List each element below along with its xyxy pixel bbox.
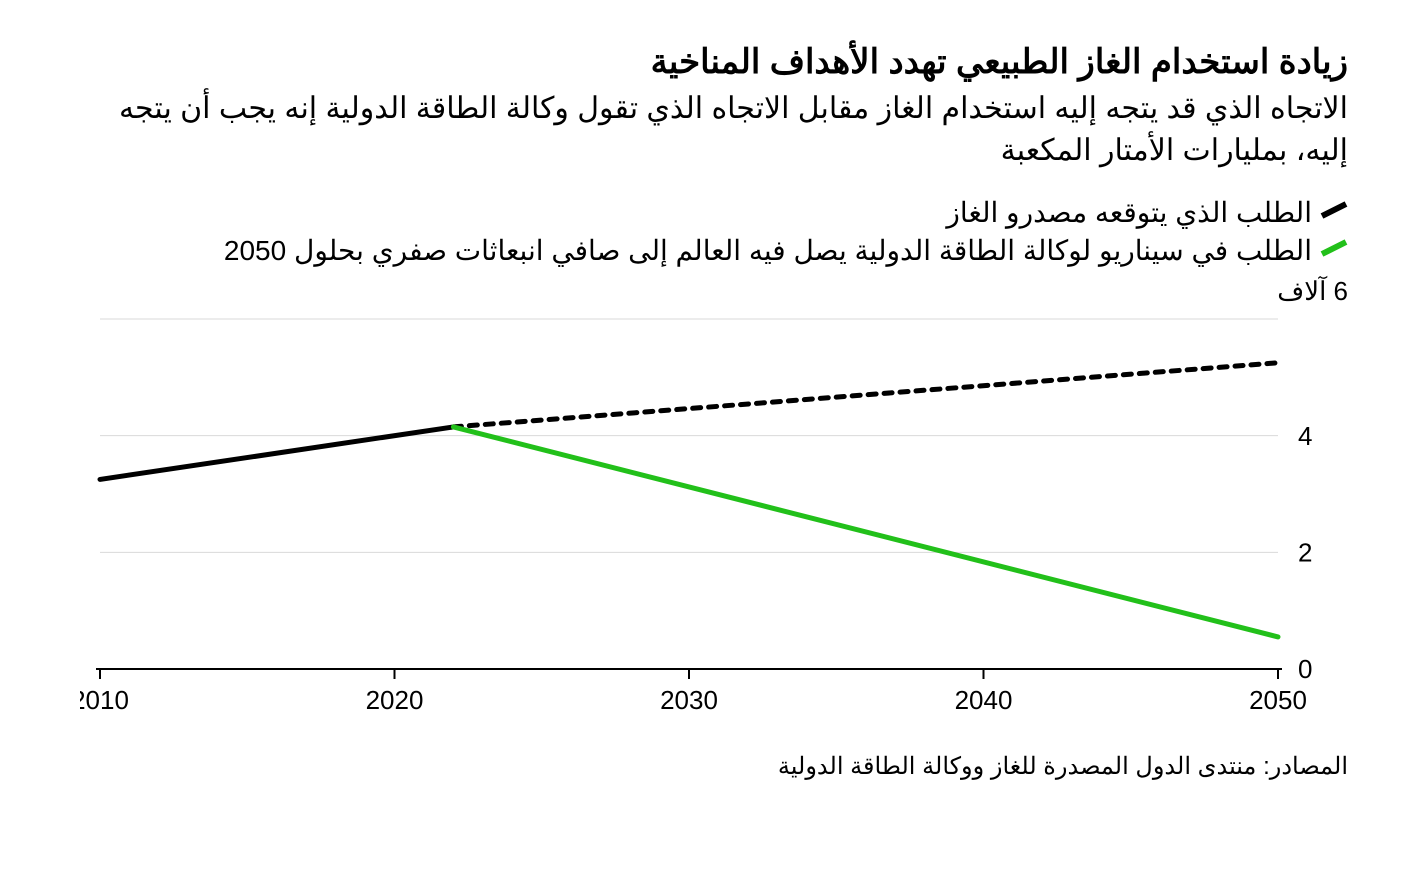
chart-svg: 2010 2020 2030 2040 20500 2 4 [80,309,1348,719]
legend-label-exporters: الطلب الذي يتوقعه مصدرو الغاز [946,194,1312,232]
legend-line-1 [1322,204,1346,216]
legend-swatch-black-icon [1320,200,1348,227]
chart-legend: الطلب الذي يتوقعه مصدرو الغاز الطلب في س… [80,194,1348,270]
x-tick-label: 2040 [955,685,1013,715]
y-axis-top-label: 6 آلاف [80,276,1348,307]
legend-label-iea: الطلب في سيناريو لوكالة الطاقة الدولية ي… [224,232,1312,270]
x-tick-label: 2010 [80,685,129,715]
chart-block: 6 آلاف 2010 2020 2030 2040 20500 2 4 [80,276,1348,724]
y-tick-label: 0 [1298,654,1312,684]
x-tick-label: 2050 [1249,685,1307,715]
legend-swatch-green-icon [1320,238,1348,265]
chart-title: زيادة استخدام الغاز الطبيعي تهدد الأهداف… [80,40,1348,84]
x-tick-label: 2030 [660,685,718,715]
series-line-exporters_forecast [453,363,1278,427]
legend-item-iea: الطلب في سيناريو لوكالة الطاقة الدولية ي… [80,232,1348,270]
chart-source: المصادر: منتدى الدول المصدرة للغاز ووكال… [80,752,1348,781]
series-line-historical [100,427,453,480]
chart-subtitle: الاتجاه الذي قد يتجه إليه استخدام الغاز … [80,88,1348,172]
chart-plot-area: 2010 2020 2030 2040 20500 2 4 [80,309,1348,724]
y-tick-label: 4 [1298,421,1312,451]
y-tick-label: 2 [1298,537,1312,567]
legend-item-exporters: الطلب الذي يتوقعه مصدرو الغاز [80,194,1348,232]
chart-container: زيادة استخدام الغاز الطبيعي تهدد الأهداف… [0,0,1428,880]
series-line-iea_net_zero [453,427,1278,637]
x-tick-label: 2020 [366,685,424,715]
legend-line-2 [1322,242,1346,254]
